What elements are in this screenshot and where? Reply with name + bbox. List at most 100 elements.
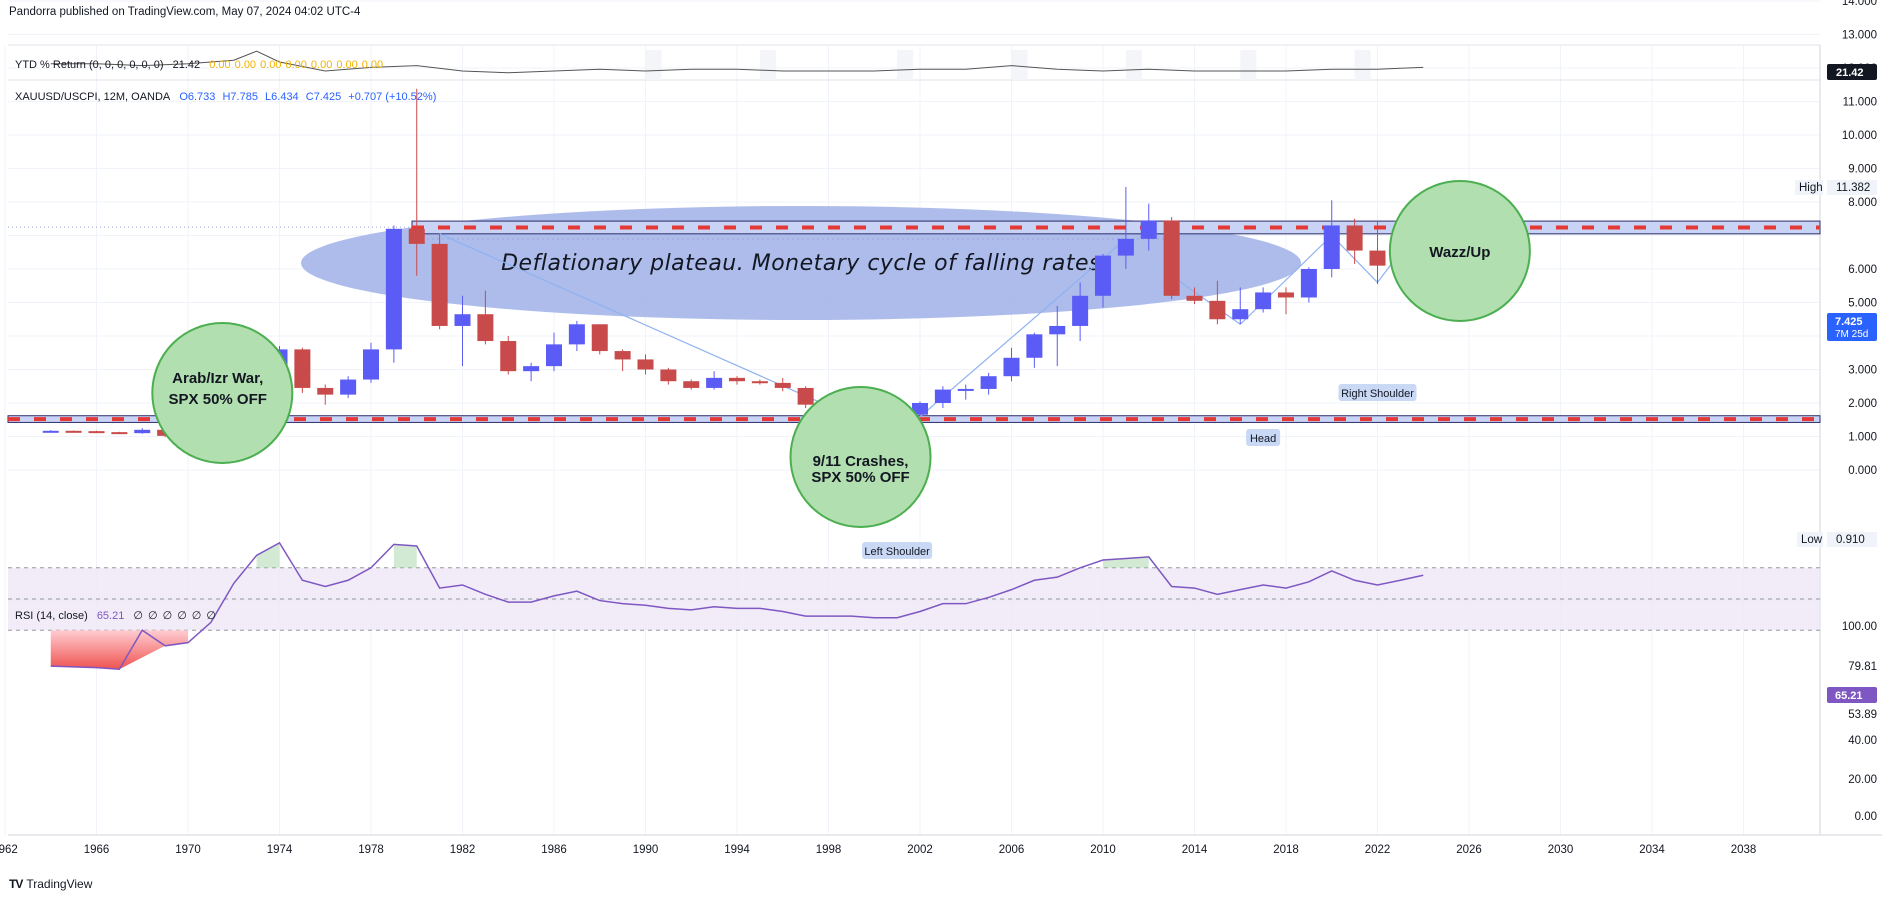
candle-body	[660, 369, 677, 382]
candle-body	[1323, 225, 1340, 269]
price-tick-label: 0.000	[1848, 465, 1877, 477]
wazz-circle	[1388, 180, 1531, 322]
candle-body	[1049, 325, 1066, 335]
time-tick-label: 1982	[450, 844, 476, 856]
tradingview-brand[interactable]: TV TradingView	[9, 877, 98, 891]
rsi-value-tag-bg	[1827, 687, 1877, 703]
candle-body	[1209, 300, 1226, 320]
rsi-extra-value: ∅	[206, 610, 216, 622]
rsi-extra-value: ∅	[148, 610, 158, 622]
candle-body	[340, 379, 357, 395]
ytd-shade	[1354, 50, 1371, 80]
candle-body	[706, 377, 723, 388]
rsi-extra-value: ∅	[177, 610, 187, 622]
ytd-shade	[1125, 50, 1142, 80]
ytd-value-tag: 21.42	[1836, 67, 1864, 79]
ytd-return-line	[50, 50, 1424, 74]
rsi-oversold-fill	[50, 630, 188, 670]
price-tick-label: 2.000	[1848, 398, 1877, 410]
candle-body	[683, 381, 700, 388]
candle-body	[637, 359, 654, 370]
price-tick-label: 11.000	[1843, 97, 1877, 109]
high-label: High	[1799, 182, 1823, 194]
pattern-line	[1239, 235, 1333, 325]
pane-separators	[8, 44, 1882, 836]
symbol-legend[interactable]: XAUUSD/USCPI, 12M, OANDA O6.733 H7.785 L…	[15, 91, 442, 103]
last-price-tag-bg	[1827, 313, 1877, 341]
ytd-shade	[759, 50, 776, 80]
candle-body	[1003, 357, 1020, 377]
candle-body	[1232, 309, 1249, 320]
time-tick-label: 1998	[816, 844, 842, 856]
rsi-line	[50, 541, 1424, 670]
price-tick-label: 10.000	[1842, 130, 1877, 142]
candle-body	[568, 324, 585, 345]
crash-label-line1: 9/11 Crashes,	[813, 453, 909, 470]
candle-body	[1140, 220, 1157, 239]
plateau-annotation: Deflationary plateau. Monetary cycle of …	[501, 251, 1101, 276]
time-tick-label: 1978	[358, 844, 384, 856]
price-tick-label: 8.000	[1848, 197, 1877, 209]
ytd-legend[interactable]: YTD % Return (0, 0, 0, 0, 0, 0) 21.42 0.…	[15, 59, 393, 71]
arab-war-label-line1: Arab/Izr War,	[172, 370, 263, 387]
rsi-tick-label: 79.81	[1848, 661, 1877, 673]
time-axis[interactable]: 1962 1966 1970 1974 1978 1982 1986 1990 1994 1998…	[0, 844, 1756, 856]
candle-body	[1186, 295, 1203, 301]
time-tick-label: 1970	[175, 844, 201, 856]
ytd-extra-value: 0.00	[234, 59, 257, 71]
candle-body	[1369, 250, 1386, 266]
candle-body	[729, 377, 745, 382]
high-label-bg	[1795, 180, 1823, 195]
symbol-name: XAUUSD/USCPI, 12M, OANDA	[15, 91, 171, 103]
candle-body	[1026, 334, 1043, 358]
candle-body	[294, 349, 311, 388]
price-tick-label: 14.000	[1842, 0, 1877, 8]
candle-body	[500, 341, 517, 372]
candle-body	[385, 228, 402, 350]
candle-body	[65, 430, 82, 433]
price-tick-label: 5.000	[1848, 298, 1877, 310]
ytd-shade	[645, 50, 662, 80]
candle-body	[111, 432, 128, 435]
candle-body	[934, 389, 951, 403]
time-tick-label: 2010	[1090, 844, 1116, 856]
candle-body	[431, 243, 448, 326]
rsi-legend-label: RSI (14, close)	[15, 610, 88, 622]
axis-price-tags: 21.42 High 11.382 Low 0.910 7.425 7M 25d…	[1795, 64, 1877, 703]
low-label: Low	[1801, 534, 1823, 546]
head-tag-bg	[1246, 429, 1281, 446]
ytd-extra-value: 0.00	[336, 59, 358, 71]
time-tick-label: 2006	[999, 844, 1025, 856]
ytd-extra-value: 0.00	[260, 59, 282, 71]
pattern-tags: Left Shoulder Head Right Shoulder	[862, 384, 1417, 559]
ohlc-low: L6.434	[265, 91, 299, 103]
high-value-bg	[1827, 180, 1877, 195]
low-label-bg	[1797, 532, 1823, 547]
candle-body	[477, 314, 494, 342]
head-tag: Head	[1250, 433, 1276, 445]
rsi-tick-label: 20.00	[1848, 774, 1877, 786]
ytd-shade	[1240, 50, 1257, 80]
tradingview-logo-icon: TV	[9, 877, 23, 891]
time-tick-label: 1994	[724, 844, 750, 856]
rsi-axis[interactable]: 100.00 79.81 53.89 40.00 20.00 0.00	[1842, 621, 1877, 823]
candle-body	[1117, 238, 1134, 256]
rsi-legend-extras: ∅ ∅ ∅ ∅ ∅ ∅	[133, 610, 221, 622]
candle-body	[1255, 292, 1272, 310]
rsi-extra-value: ∅	[133, 610, 143, 622]
ohlc-high: H7.785	[222, 91, 258, 103]
candle-body	[546, 344, 562, 367]
candle-body	[774, 382, 791, 388]
ytd-shade	[897, 50, 914, 80]
low-value-bg	[1827, 532, 1877, 547]
rsi-extra-value: ∅	[162, 610, 173, 622]
ohlc-close: C7.425	[305, 91, 342, 103]
candle-body	[1346, 225, 1363, 251]
price-tick-label: 6.000	[1848, 264, 1877, 276]
time-tick-label: 1966	[84, 844, 110, 856]
rsi-legend[interactable]: RSI (14, close) 65.21 ∅ ∅ ∅ ∅ ∅ ∅	[15, 609, 227, 622]
ytd-extra-value: 0.00	[285, 59, 307, 71]
rsi-value-tag: 65.21	[1835, 690, 1863, 702]
pattern-line	[1171, 275, 1241, 325]
